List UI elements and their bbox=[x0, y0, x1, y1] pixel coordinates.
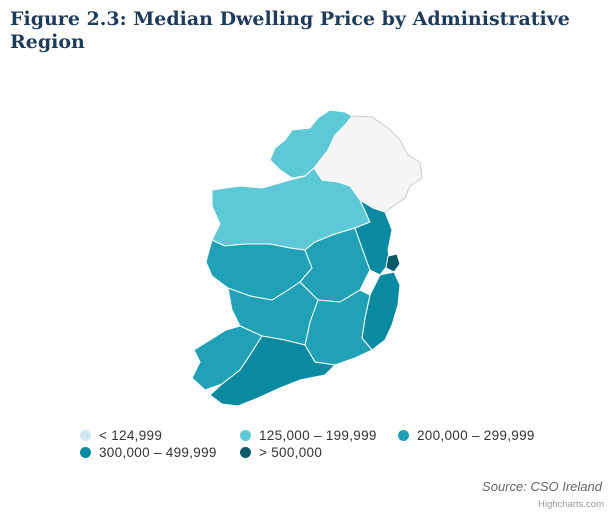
region-cork[interactable] bbox=[209, 335, 337, 407]
source-note: Source: CSO Ireland bbox=[482, 479, 602, 494]
ireland-map bbox=[191, 109, 423, 407]
legend-marker-gt500 bbox=[240, 446, 251, 458]
credits-link[interactable]: Highcharts.com bbox=[538, 499, 604, 510]
legend-marker-300-499 bbox=[80, 446, 91, 458]
legend-item-125-199[interactable]: 125,000 – 199,999 bbox=[240, 426, 377, 444]
legend-label: 125,000 – 199,999 bbox=[259, 427, 377, 443]
legend-label: > 500,000 bbox=[259, 444, 323, 460]
legend-marker-125-199 bbox=[240, 429, 251, 441]
legend-label: < 124,999 bbox=[99, 427, 163, 443]
legend-item-lt125[interactable]: < 124,999 bbox=[80, 426, 162, 444]
legend-item-200-299[interactable]: 200,000 – 299,999 bbox=[398, 426, 535, 444]
region-east[interactable] bbox=[354, 198, 393, 276]
legend-label: 300,000 – 499,999 bbox=[99, 444, 217, 460]
legend-marker-200-299 bbox=[398, 429, 409, 441]
chart-title: Figure 2.3: Median Dwelling Price by Adm… bbox=[10, 8, 570, 53]
legend-item-300-499[interactable]: 300,000 – 499,999 bbox=[80, 443, 217, 461]
region-southeast-coast[interactable] bbox=[361, 271, 401, 351]
region-donegal[interactable] bbox=[269, 109, 353, 179]
legend-marker-lt125 bbox=[80, 429, 91, 441]
legend-label: 200,000 – 299,999 bbox=[417, 427, 535, 443]
region-dublin[interactable] bbox=[385, 253, 401, 273]
region-midlands[interactable] bbox=[299, 227, 371, 303]
legend-item-gt500[interactable]: > 500,000 bbox=[240, 443, 322, 461]
